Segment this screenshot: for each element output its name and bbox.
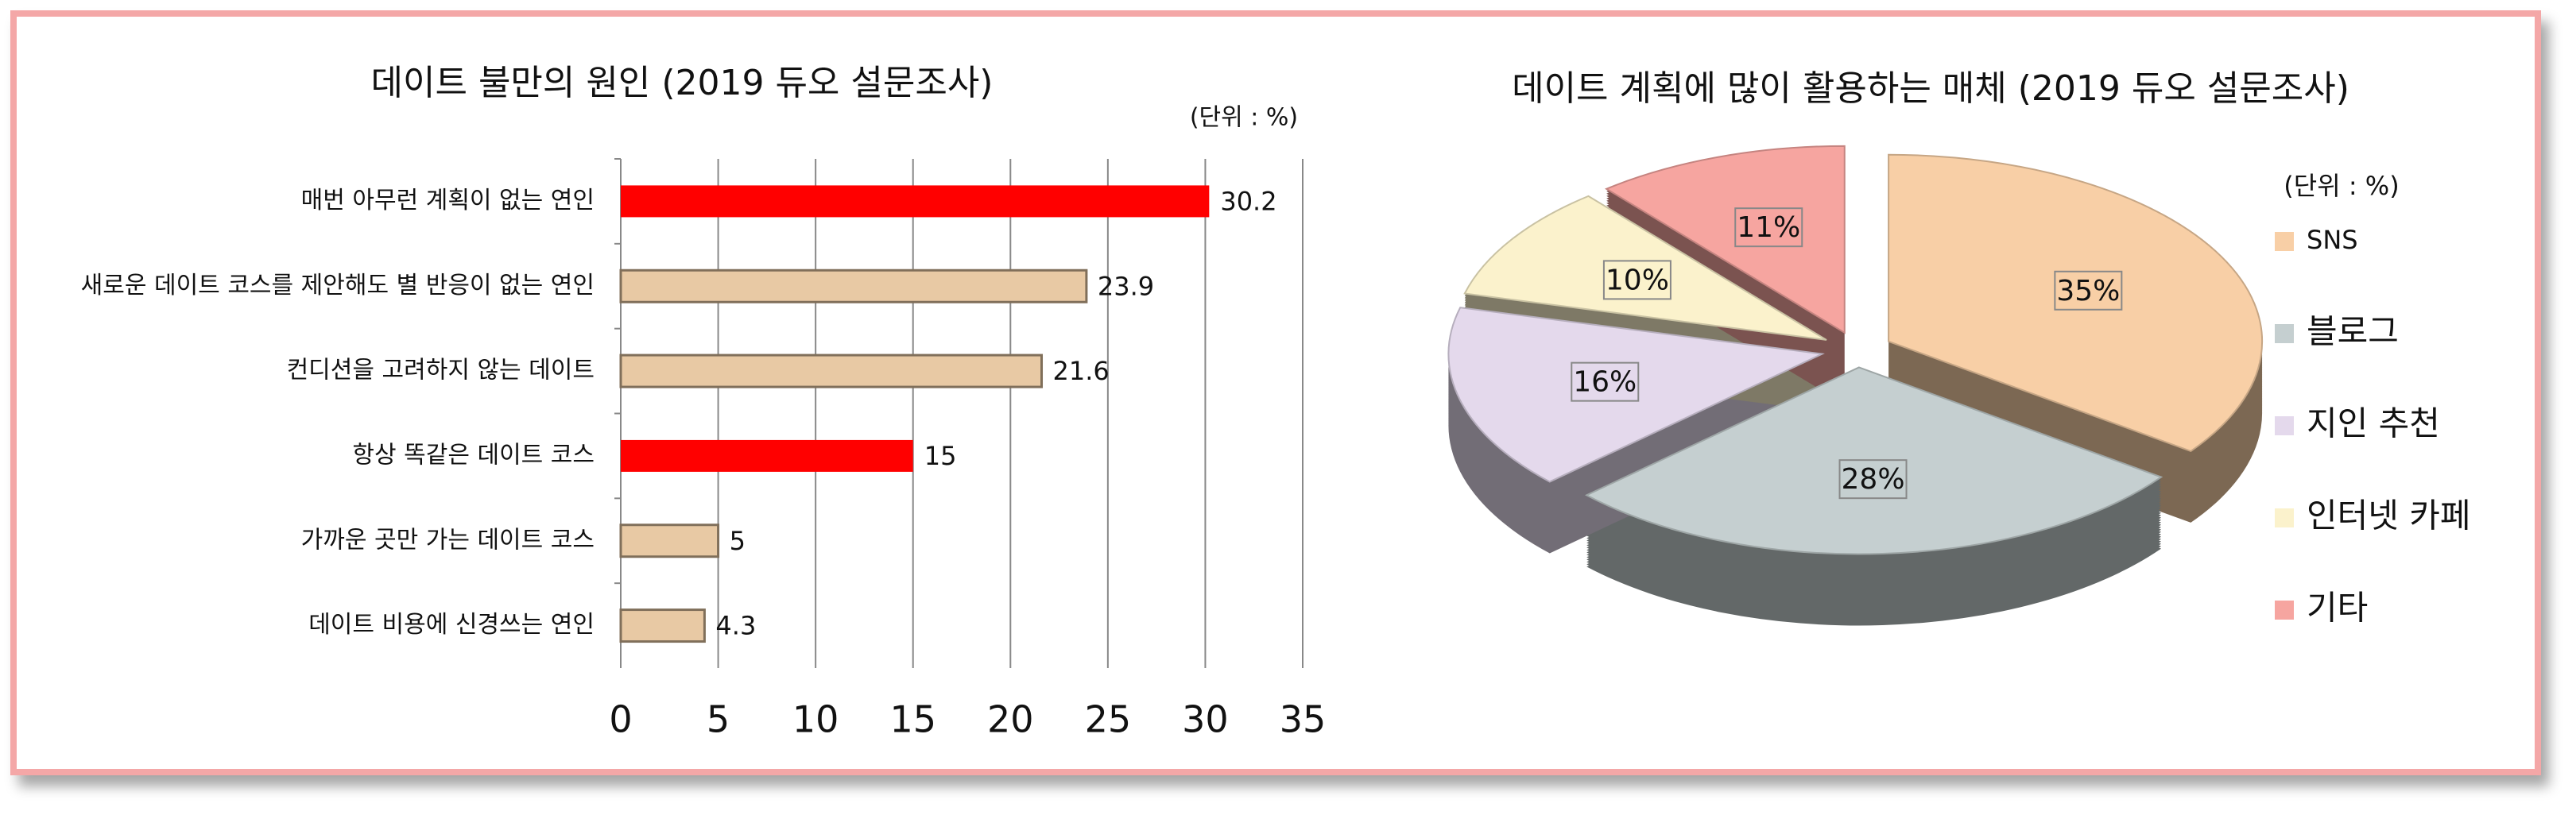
value-label: 10% xyxy=(1606,264,1669,296)
pie-unit: (단위 : %) xyxy=(2284,171,2399,201)
x-tick-label: 10 xyxy=(792,698,839,741)
value-label: 30.2 xyxy=(1220,186,1276,216)
value-label: 23.9 xyxy=(1098,271,1154,301)
legend-swatch xyxy=(2275,416,2294,435)
category-label: 가까운 곳만 가는 데이트 코스 xyxy=(301,526,595,554)
x-tick-label: 0 xyxy=(609,698,632,741)
legend-label: SNS xyxy=(2307,225,2358,255)
category-label: 새로운 데이트 코스를 제안해도 별 반응이 없는 연인 xyxy=(81,272,595,299)
value-label: 16% xyxy=(1573,366,1637,399)
value-label: 35% xyxy=(2056,275,2120,307)
category-label: 데이트 비용에 신경쓰는 연인 xyxy=(308,611,595,639)
x-tick-label: 20 xyxy=(987,698,1034,741)
legend-label: 블로그 xyxy=(2307,312,2399,351)
legend-swatch xyxy=(2275,508,2294,527)
bar xyxy=(619,608,706,643)
category-label: 항상 똑같은 데이트 코스 xyxy=(352,441,595,469)
value-label: 28% xyxy=(1842,463,1905,496)
pie-slice xyxy=(1604,145,1846,334)
bar xyxy=(621,185,1210,218)
x-tick-label: 15 xyxy=(889,698,936,741)
bar-unit: (단위 : %) xyxy=(1190,104,1298,132)
label-box xyxy=(1571,361,1640,402)
value-label: 11% xyxy=(1737,211,1800,244)
legend-label: 지인 추천 xyxy=(2307,404,2440,443)
bar xyxy=(621,439,913,472)
pie-title: 데이트 계획에 많이 활용하는 매체 (2019 듀오 설문조사) xyxy=(1512,68,2349,109)
label-box xyxy=(1602,260,1671,300)
legend-swatch xyxy=(2275,324,2294,343)
legend-swatch xyxy=(2275,601,2294,620)
label-box xyxy=(1838,459,1908,500)
legend-swatch xyxy=(2275,232,2294,251)
value-label: 4.3 xyxy=(715,611,756,641)
category-label: 매번 아무런 계획이 없는 연인 xyxy=(301,187,595,214)
value-label: 21.6 xyxy=(1053,356,1110,386)
bar-title: 데이트 불만의 원인 (2019 듀오 설문조사) xyxy=(371,63,994,103)
x-tick-label: 25 xyxy=(1085,698,1132,741)
category-label: 컨디션을 고려하지 않는 데이트 xyxy=(287,357,595,384)
x-tick-label: 35 xyxy=(1280,698,1327,741)
bar xyxy=(619,268,1088,303)
bar xyxy=(619,353,1044,388)
x-tick-label: 5 xyxy=(707,698,730,741)
label-box xyxy=(1734,207,1803,248)
x-tick-label: 30 xyxy=(1182,698,1229,741)
bar xyxy=(619,523,720,558)
label-box xyxy=(2054,270,2123,311)
legend-label: 인터넷 카페 xyxy=(2307,496,2471,535)
legend-label: 기타 xyxy=(2307,589,2368,628)
value-label: 5 xyxy=(730,526,746,556)
value-label: 15 xyxy=(924,441,957,471)
